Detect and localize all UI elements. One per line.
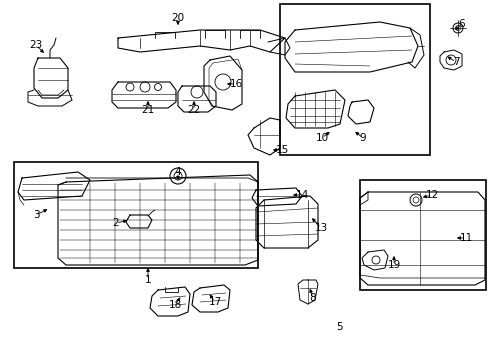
Text: 8: 8 [310,293,317,303]
Text: 20: 20 [172,13,185,23]
Text: 9: 9 [360,133,367,143]
Text: 5: 5 [336,322,343,332]
Text: 19: 19 [388,260,401,270]
Bar [14,162,258,268]
Text: 21: 21 [142,105,155,115]
Text: 22: 22 [187,105,200,115]
Text: 11: 11 [460,233,473,243]
Bar [280,4,430,155]
Text: 6: 6 [459,19,466,29]
Text: 1: 1 [145,275,151,285]
Text: 18: 18 [169,300,182,310]
Text: 4: 4 [175,167,181,177]
Text: 23: 23 [29,40,43,50]
Text: 10: 10 [316,133,329,143]
Bar [360,180,486,290]
Text: 16: 16 [229,79,243,89]
Text: 3: 3 [33,210,39,220]
Text: 2: 2 [113,218,119,228]
Text: 15: 15 [275,145,289,155]
Text: 13: 13 [315,223,328,233]
Text: 17: 17 [208,297,221,307]
Text: 7: 7 [453,57,459,67]
Text: 14: 14 [295,190,309,200]
Text: 12: 12 [425,190,439,200]
